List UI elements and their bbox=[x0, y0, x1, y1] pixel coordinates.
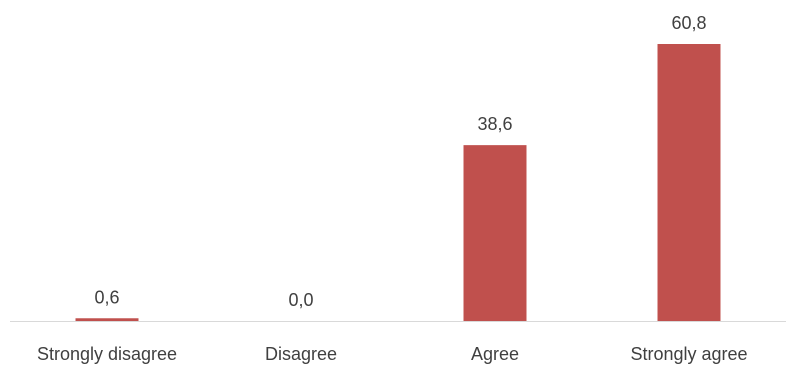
bar-strongly-disagree bbox=[76, 318, 139, 321]
category-label-disagree: Disagree bbox=[265, 344, 337, 364]
data-label-strongly-disagree: 0,6 bbox=[94, 287, 119, 307]
category-label-strongly-agree: Strongly agree bbox=[630, 344, 747, 364]
data-label-agree: 38,6 bbox=[477, 114, 512, 134]
bars-group bbox=[76, 44, 721, 321]
category-labels-group: Strongly disagree Disagree Agree Strongly a… bbox=[37, 344, 748, 364]
bar-agree bbox=[464, 145, 527, 321]
data-labels-group: 0,6 0,0 38,6 60,8 bbox=[94, 13, 706, 310]
data-label-disagree: 0,0 bbox=[288, 290, 313, 310]
category-label-strongly-disagree: Strongly disagree bbox=[37, 344, 177, 364]
data-label-strongly-agree: 60,8 bbox=[671, 13, 706, 33]
bar-strongly-agree bbox=[658, 44, 721, 321]
category-label-agree: Agree bbox=[471, 344, 519, 364]
